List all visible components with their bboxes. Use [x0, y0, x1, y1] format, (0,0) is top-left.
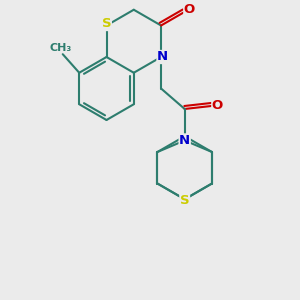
Text: S: S — [180, 194, 190, 207]
Text: O: O — [212, 100, 223, 112]
Text: CH₃: CH₃ — [49, 43, 71, 52]
Text: N: N — [157, 50, 168, 64]
Text: S: S — [102, 17, 111, 31]
Text: O: O — [184, 3, 195, 16]
Text: N: N — [179, 134, 190, 147]
